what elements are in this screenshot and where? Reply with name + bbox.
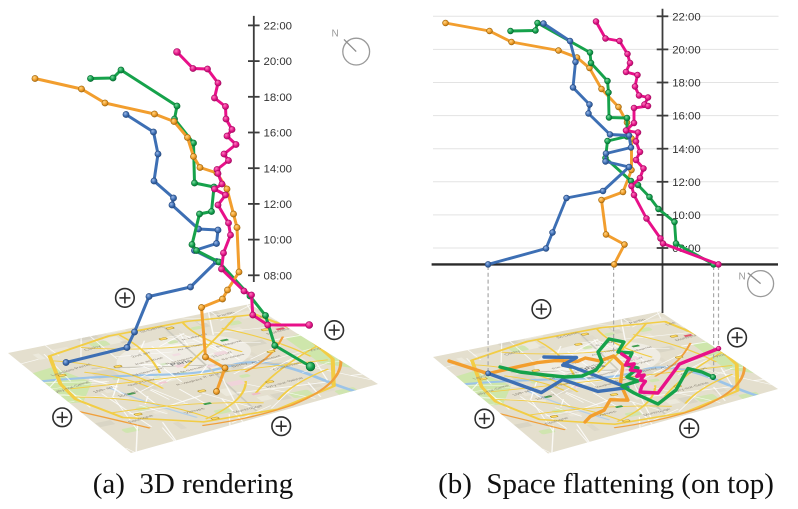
svg-text:22:00: 22:00 xyxy=(264,21,293,33)
svg-text:10:00: 10:00 xyxy=(672,210,701,222)
svg-text:16:00: 16:00 xyxy=(264,128,293,140)
svg-text:18:00: 18:00 xyxy=(264,92,293,104)
svg-text:12:00: 12:00 xyxy=(672,177,701,189)
svg-text:14:00: 14:00 xyxy=(672,144,701,156)
svg-text:(b) Space flattening (on top): (b) Space flattening (on top) xyxy=(438,468,774,500)
svg-text:08:00: 08:00 xyxy=(264,270,293,282)
svg-text:N: N xyxy=(332,29,339,40)
svg-text:14:00: 14:00 xyxy=(264,163,293,175)
svg-text:22:00: 22:00 xyxy=(672,11,701,23)
svg-text:(a) 3D rendering: (a) 3D rendering xyxy=(93,468,294,500)
svg-text:N: N xyxy=(739,272,746,283)
svg-text:10:00: 10:00 xyxy=(264,235,293,247)
svg-text:16:00: 16:00 xyxy=(672,111,701,123)
svg-text:20:00: 20:00 xyxy=(264,56,293,68)
svg-text:12:00: 12:00 xyxy=(264,199,293,211)
svg-text:18:00: 18:00 xyxy=(672,78,701,90)
svg-text:20:00: 20:00 xyxy=(672,45,701,57)
